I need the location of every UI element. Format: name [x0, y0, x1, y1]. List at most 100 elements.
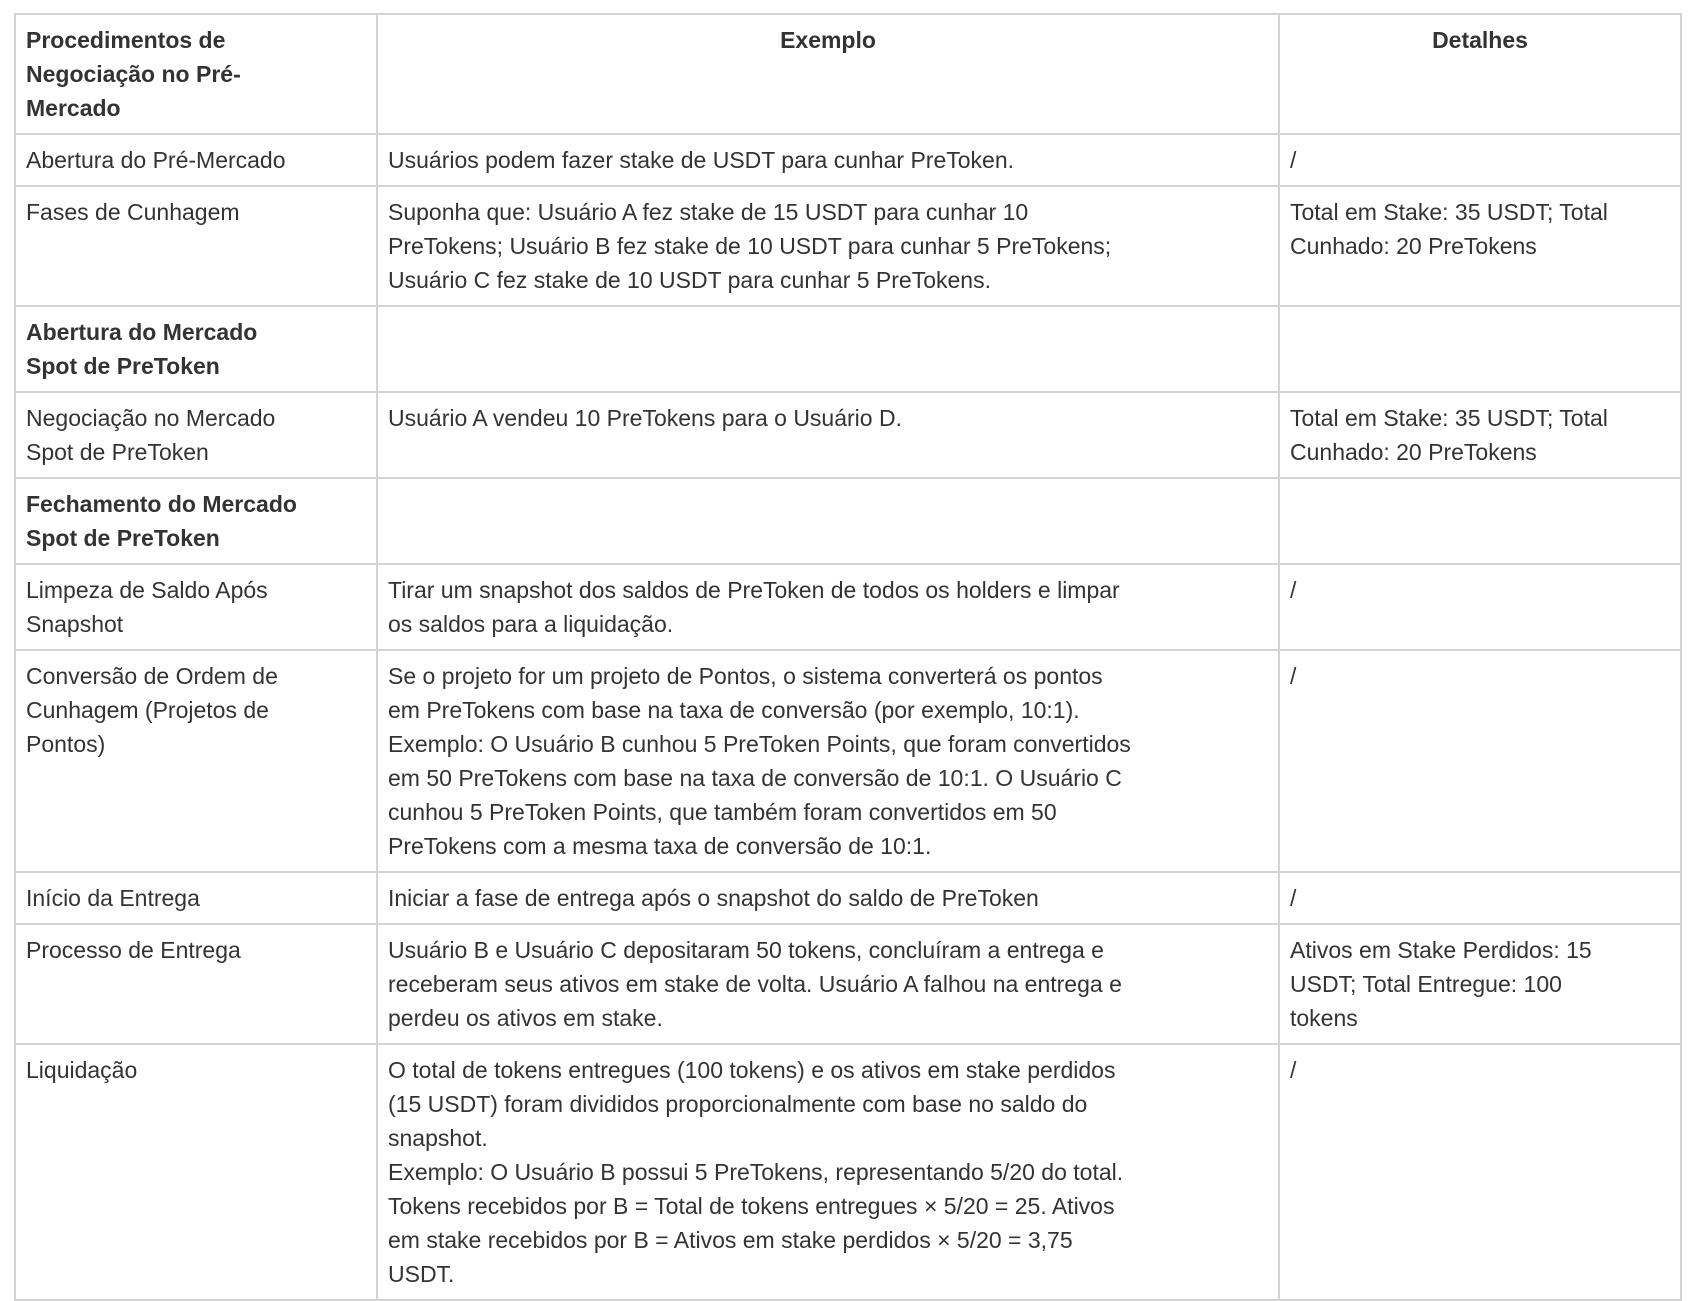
cell-line: Fases de Cunhagem: [26, 199, 240, 225]
cell-procedure: Fases de Cunhagem: [14, 185, 378, 307]
cell-line: Total em Stake: 35 USDT; Total: [1290, 199, 1608, 225]
cell-details: /: [1278, 133, 1682, 187]
cell-line: Usuários podem fazer stake de USDT para …: [388, 147, 1014, 173]
cell-details: Total em Stake: 35 USDT; Total Cunhado: 2…: [1278, 185, 1682, 307]
cell-line: cunhou 5 PreToken Points, que também for…: [388, 799, 1057, 825]
cell-line: Processo de Entrega: [26, 937, 241, 963]
cell-line: em PreTokens com base na taxa de convers…: [388, 697, 1080, 723]
cell-line: (15 USDT) foram divididos proporcionalme…: [388, 1091, 1088, 1117]
cell-example: [376, 477, 1280, 565]
cell-procedure: Limpeza de Saldo Após Snapshot: [14, 563, 378, 651]
cell-line: O total de tokens entregues (100 tokens)…: [388, 1057, 1116, 1083]
cell-line: Negociação no Mercado: [26, 405, 276, 431]
cell-line: /: [1290, 577, 1297, 603]
table-row: Liquidação O total de tokens entregues (1…: [14, 1043, 1682, 1301]
cell-procedure: Liquidação: [14, 1043, 378, 1301]
cell-line: Snapshot: [26, 611, 124, 637]
cell-line: /: [1290, 147, 1297, 173]
cell-line: receberam seus ativos em stake de volta.…: [388, 971, 1122, 997]
cell-line: PreTokens; Usuário B fez stake de 10 USD…: [388, 233, 1112, 259]
cell-line: Usuário B e Usuário C depositaram 50 tok…: [388, 937, 1104, 963]
table-row: Início da Entrega Iniciar a fase de entre…: [14, 871, 1682, 925]
cell-details: [1278, 305, 1682, 393]
cell-line: Início da Entrega: [26, 885, 200, 911]
cell-procedure: Abertura do Mercado Spot de PreToken: [14, 305, 378, 393]
cell-line: Spot de PreToken: [26, 525, 220, 551]
cell-details: Total em Stake: 35 USDT; Total Cunhado: 2…: [1278, 391, 1682, 479]
cell-procedure: Negociação no Mercado Spot de PreToken: [14, 391, 378, 479]
cell-line: Detalhes: [1432, 27, 1528, 53]
cell-line: Spot de PreToken: [26, 353, 220, 379]
cell-example: O total de tokens entregues (100 tokens)…: [376, 1043, 1280, 1301]
cell-line: Procedimentos de: [26, 27, 226, 53]
cell-line: Exemplo: [780, 27, 876, 53]
cell-line: Cunhado: 20 PreTokens: [1290, 439, 1537, 465]
cell-details: [1278, 477, 1682, 565]
cell-line: Limpeza de Saldo Após: [26, 577, 268, 603]
cell-line: Tokens recebidos por B = Total de tokens…: [388, 1193, 1115, 1219]
cell-procedure: Início da Entrega: [14, 871, 378, 925]
cell-line: Abertura do Mercado: [26, 319, 258, 345]
cell-line: /: [1290, 663, 1297, 689]
cell-line: Fechamento do Mercado: [26, 491, 297, 517]
cell-line: Ativos em Stake Perdidos: 15: [1290, 937, 1592, 963]
cell-line: Cunhado: 20 PreTokens: [1290, 233, 1537, 259]
cell-procedure: Abertura do Pré-Mercado: [14, 133, 378, 187]
cell-line: Pontos): [26, 731, 106, 757]
cell-example: [376, 305, 1280, 393]
cell-line: Negociação no Pré-: [26, 61, 241, 87]
cell-line: PreTokens com a mesma taxa de conversão …: [388, 833, 932, 859]
cell-line: Exemplo: O Usuário B possui 5 PreTokens,…: [388, 1159, 1124, 1185]
cell-line: tokens: [1290, 1005, 1358, 1031]
section-row: Abertura do Mercado Spot de PreToken: [14, 305, 1682, 393]
cell-example: Usuário A vendeu 10 PreTokens para o Usu…: [376, 391, 1280, 479]
pre-market-procedures-table: Procedimentos de Negociação no Pré- Mercad…: [14, 13, 1682, 1301]
section-row: Fechamento do Mercado Spot de PreToken: [14, 477, 1682, 565]
column-header-procedure: Procedimentos de Negociação no Pré- Mercad…: [14, 13, 378, 135]
table-row: Conversão de Ordem de Cunhagem (Projetos …: [14, 649, 1682, 873]
cell-line: Mercado: [26, 95, 121, 121]
table-row: Processo de Entrega Usuário B e Usuário C…: [14, 923, 1682, 1045]
table-row: Negociação no Mercado Spot de PreToken Usu…: [14, 391, 1682, 479]
table-row: Fases de Cunhagem Suponha que: Usuário A …: [14, 185, 1682, 307]
cell-details: /: [1278, 563, 1682, 651]
cell-line: USDT; Total Entregue: 100: [1290, 971, 1562, 997]
cell-line: perdeu os ativos em stake.: [388, 1005, 663, 1031]
cell-example: Tirar um snapshot dos saldos de PreToken…: [376, 563, 1280, 651]
cell-line: Usuário C fez stake de 10 USDT para cunh…: [388, 267, 991, 293]
cell-line: os saldos para a liquidação.: [388, 611, 674, 637]
cell-line: Liquidação: [26, 1057, 138, 1083]
column-header-details: Detalhes: [1278, 13, 1682, 135]
cell-example: Iniciar a fase de entrega após o snapsho…: [376, 871, 1280, 925]
cell-line: USDT.: [388, 1261, 455, 1287]
cell-line: Usuário A vendeu 10 PreTokens para o Usu…: [388, 405, 902, 431]
cell-line: Suponha que: Usuário A fez stake de 15 U…: [388, 199, 1029, 225]
table-row: Limpeza de Saldo Após Snapshot Tirar um sn…: [14, 563, 1682, 651]
column-header-example: Exemplo: [376, 13, 1280, 135]
cell-example: Se o projeto for um projeto de Pontos, o…: [376, 649, 1280, 873]
cell-procedure: Fechamento do Mercado Spot de PreToken: [14, 477, 378, 565]
cell-details: /: [1278, 1043, 1682, 1301]
cell-line: Conversão de Ordem de: [26, 663, 278, 689]
cell-line: /: [1290, 885, 1297, 911]
cell-line: Abertura do Pré-Mercado: [26, 147, 286, 173]
cell-line: em 50 PreTokens com base na taxa de conv…: [388, 765, 1122, 791]
cell-line: Iniciar a fase de entrega após o snapsho…: [388, 885, 1039, 911]
cell-procedure: Conversão de Ordem de Cunhagem (Projetos …: [14, 649, 378, 873]
cell-line: Spot de PreToken: [26, 439, 209, 465]
cell-procedure: Processo de Entrega: [14, 923, 378, 1045]
cell-line: em stake recebidos por B = Ativos em sta…: [388, 1227, 1073, 1253]
cell-details: Ativos em Stake Perdidos: 15 USDT; Total …: [1278, 923, 1682, 1045]
cell-line: Total em Stake: 35 USDT; Total: [1290, 405, 1608, 431]
cell-line: Cunhagem (Projetos de: [26, 697, 269, 723]
cell-example: Usuário B e Usuário C depositaram 50 tok…: [376, 923, 1280, 1045]
cell-details: /: [1278, 871, 1682, 925]
table-header-row: Procedimentos de Negociação no Pré- Mercad…: [14, 13, 1682, 135]
cell-example: Usuários podem fazer stake de USDT para …: [376, 133, 1280, 187]
cell-example: Suponha que: Usuário A fez stake de 15 U…: [376, 185, 1280, 307]
cell-line: Tirar um snapshot dos saldos de PreToken…: [388, 577, 1120, 603]
cell-line: Exemplo: O Usuário B cunhou 5 PreToken P…: [388, 731, 1131, 757]
cell-line: snapshot.: [388, 1125, 488, 1151]
cell-line: Se o projeto for um projeto de Pontos, o…: [388, 663, 1103, 689]
cell-line: /: [1290, 1057, 1297, 1083]
